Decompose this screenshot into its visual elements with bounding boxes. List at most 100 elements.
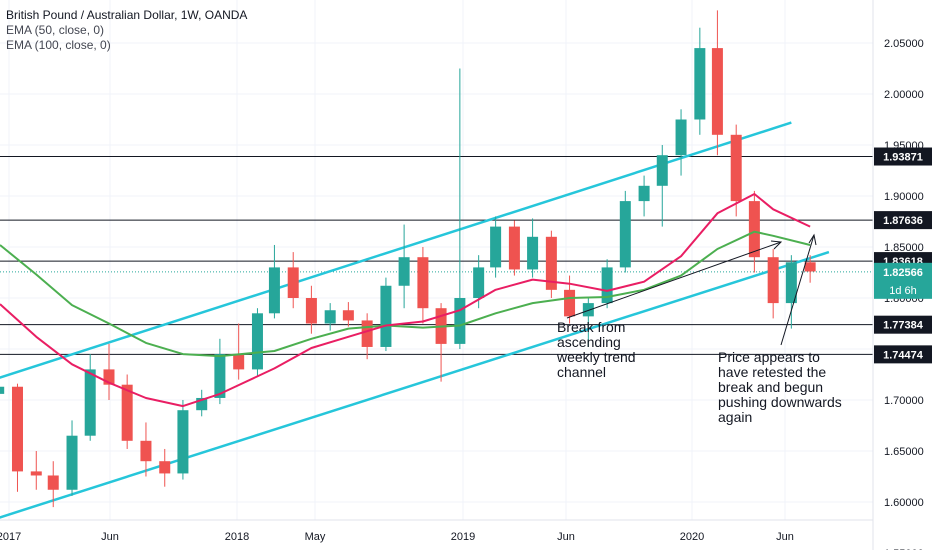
x-tick-label: 2019 [451,531,475,543]
x-tick-label: 2018 [225,531,249,543]
legend-title[interactable]: British Pound / Australian Dollar, 1W, O… [6,8,248,22]
legend-ema50[interactable]: EMA (50, close, 0) [6,23,105,37]
candle-body [177,410,189,474]
candle-body [785,262,797,304]
candle-body [454,298,466,344]
candle-body [508,226,520,270]
candle-body [380,285,392,347]
chart-legend: British Pound / Australian Dollar, 1W, O… [6,8,247,53]
annotation-retest-line-4: pushing downwards [718,394,842,410]
ema50-line[interactable] [0,230,811,358]
candles [0,10,816,508]
x-tick-label: 2020 [680,531,704,543]
candle-body [675,119,687,156]
legend-ema100[interactable]: EMA (100, close, 0) [6,38,111,52]
candle-body [47,475,59,490]
annotation-retest-line-1: Price appears to [718,349,820,365]
x-tick-label: Jun [101,531,119,543]
ema100-line[interactable] [0,193,811,408]
candle-body [196,397,208,411]
level-label: 1.74474 [883,349,924,361]
level-badge [874,345,932,364]
candle-body [11,386,23,472]
candle-body [490,226,502,268]
break-arrow-head [770,240,783,250]
candle-body [767,257,779,304]
candle-body [619,201,631,268]
annotation-arrows [566,233,817,346]
candle-body [305,298,317,324]
break-arrow-line [566,241,782,319]
candle-body [159,461,171,474]
candle-body [748,201,760,258]
x-tick-label: May [305,531,326,543]
level-label: 1.93871 [883,152,923,164]
channel-lower-line[interactable] [0,250,830,520]
x-tick-label: Jun [776,531,794,543]
level-label: 1.77384 [883,320,924,332]
annotation-retest-line-2: have retested the [718,364,827,380]
candle-body [564,289,576,317]
candle-body [233,354,245,370]
candle-body [324,310,336,324]
x-tick-label: Jun [557,531,575,543]
candle-body [30,471,42,476]
candle-body [545,236,557,290]
ema-lines [0,193,811,408]
y-tick-label: 1.55000 [884,548,924,550]
candle-body [121,384,133,441]
candle-body [527,236,539,270]
level-badge [874,211,932,230]
bar-countdown-label: 1d 6h [889,285,917,297]
candle-body [342,310,354,321]
grid [0,0,873,520]
candle-body [361,320,373,347]
candle-body [84,369,96,436]
annotation-retest-line-5: again [718,409,753,425]
candle-body [804,262,816,272]
annotation-break-line-1: Break from [557,319,626,335]
candle-body [638,185,650,202]
y-tick-label: 1.60000 [884,497,924,509]
y-tick-label: 1.90000 [884,191,924,203]
level-label: 1.87636 [883,215,923,227]
candle-body [473,267,485,298]
candle-body [66,435,78,490]
retest-arrow-line [780,234,815,346]
retest-arrow-head [808,233,817,246]
y-tick-label: 1.70000 [884,395,924,407]
y-tick-label: 2.05000 [884,38,924,50]
time-axis[interactable]: 2017 Jun 2018 May 2019 Jun 2020 Jun [0,519,873,543]
level-badge [874,147,932,166]
candle-body [601,267,613,304]
last-price-badge [874,262,932,299]
annotation-break[interactable]: Break from ascending weekly trend channe… [557,320,636,380]
candle-body [730,134,742,202]
level-badge [874,315,932,334]
candle-body [287,267,299,298]
y-tick-label: 2.00000 [884,89,924,101]
price-axis[interactable]: 1.550001.600001.650001.700001.750001.800… [872,0,932,550]
y-tick-label: 1.85000 [884,242,924,254]
candle-body [582,303,594,317]
candle-body [140,440,152,462]
annotation-retest[interactable]: Price appears to have retested the break… [718,350,842,425]
candle-body [711,48,723,135]
channel-upper-line[interactable] [0,121,792,381]
candle-body [0,386,5,394]
annotation-retest-line-3: break and begun [718,379,824,395]
candle-body [694,48,706,120]
annotation-break-line-4: channel [557,364,607,380]
x-tick-label: 2017 [0,531,21,543]
candle-body [398,257,410,286]
candle-body [103,369,115,385]
annotation-break-line-3: weekly trend [557,349,636,365]
last-price-label: 1.82566 [883,267,923,279]
candle-body [656,155,668,186]
candle-body [417,257,429,309]
y-tick-label: 1.65000 [884,446,924,458]
candle-body [268,267,280,314]
candle-body [214,354,226,398]
annotation-break-line-2: ascending [557,334,621,350]
